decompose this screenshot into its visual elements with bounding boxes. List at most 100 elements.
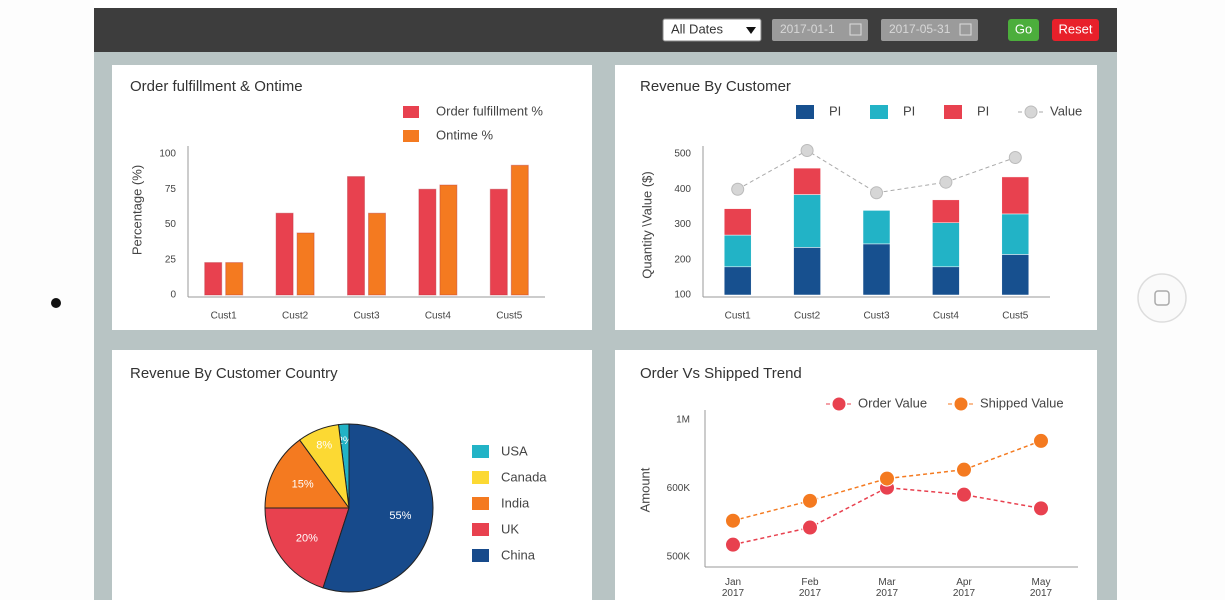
bar-segment	[723, 234, 752, 268]
line	[737, 149, 1016, 194]
y-tick-label: 100	[674, 290, 691, 301]
pie-label: 15%	[292, 478, 314, 490]
home-icon	[1154, 290, 1170, 306]
button-text: Go	[1015, 21, 1032, 36]
bar	[418, 188, 437, 296]
x-tick-label: Cust1	[211, 311, 238, 322]
legend-label: Order fulfillment %	[436, 103, 543, 118]
bar	[368, 212, 386, 296]
y-axis-label: Amount	[637, 467, 652, 512]
bar-segment	[793, 194, 821, 248]
pie-slice	[322, 423, 434, 593]
y-tick-label: 25	[165, 254, 177, 265]
y-tick-label: 600K	[667, 483, 691, 494]
y-tick-label: 500K	[667, 552, 691, 563]
legend-swatch	[796, 105, 814, 119]
legend-swatch	[472, 471, 489, 484]
legend-label: PI	[903, 103, 915, 118]
legend-label: Shipped Value	[980, 395, 1064, 410]
calendar-icon	[849, 23, 862, 36]
y-tick-label: 200	[674, 254, 691, 265]
bar	[510, 164, 529, 296]
bar-segment	[932, 222, 960, 268]
bar-segment	[1001, 213, 1030, 255]
legend-swatch	[870, 105, 888, 119]
legend-label: Order Value	[858, 395, 927, 410]
y-axis-label: Percentage (%)	[129, 165, 144, 255]
bar-segment	[793, 167, 821, 195]
select-arrow	[746, 27, 756, 34]
legend-swatch	[403, 106, 419, 118]
point	[725, 512, 741, 529]
point	[1033, 500, 1049, 517]
x-tick-label: Apr 2017	[953, 577, 976, 599]
legend-marker	[954, 397, 968, 411]
bar-segment	[932, 266, 960, 296]
date-range-select[interactable]: All Dates	[662, 18, 762, 42]
bar-segment	[862, 210, 891, 245]
pie-label: 20%	[296, 533, 318, 545]
point	[802, 492, 818, 509]
x-tick-label: Cust4	[933, 311, 960, 322]
x-tick-label: Cust5	[496, 311, 523, 322]
point	[879, 470, 895, 487]
bar-segment	[932, 199, 960, 223]
x-tick-label: Cust2	[282, 311, 309, 322]
reset-button[interactable]: Reset	[1052, 19, 1099, 41]
legend-label: Canada	[501, 469, 547, 484]
point	[1033, 432, 1049, 449]
legend-label: UK	[501, 521, 519, 536]
go-button[interactable]: Go	[1008, 19, 1039, 41]
header-strip	[94, 0, 1117, 8]
bar-segment	[723, 208, 752, 236]
x-tick-label: Cust4	[425, 311, 452, 322]
home-button[interactable]	[1137, 273, 1187, 323]
bar	[204, 262, 223, 296]
y-axis-label: Quantity \Value ($)	[639, 171, 654, 278]
point	[800, 143, 814, 157]
chart-title: Revenue By Customer	[640, 78, 791, 95]
point	[939, 175, 953, 189]
legend-swatch	[472, 549, 489, 562]
legend-label: PI	[977, 103, 989, 118]
y-tick-label: 400	[674, 184, 691, 195]
x-tick-label: Mar 2017	[876, 577, 899, 599]
bar-segment	[1001, 176, 1030, 215]
bar-segment	[723, 266, 752, 296]
chart-title: Revenue By Customer Country	[130, 365, 338, 382]
legend-swatch	[472, 497, 489, 510]
y-tick-label: 1M	[676, 415, 690, 426]
panel	[615, 350, 1097, 600]
pie-slice	[264, 439, 350, 509]
chart-title: Order Vs Shipped Trend	[640, 365, 802, 382]
point	[956, 486, 972, 503]
bar	[275, 212, 294, 296]
legend-label: PI	[829, 103, 841, 118]
button-bg	[1052, 19, 1099, 41]
point	[802, 519, 818, 536]
y-tick-label: 0	[170, 290, 176, 301]
bar	[347, 176, 365, 296]
point	[731, 182, 745, 196]
x-tick-label: Cust3	[863, 311, 890, 322]
point	[1008, 151, 1022, 165]
camera	[51, 298, 61, 308]
legend-marker	[1024, 105, 1038, 119]
legend-marker	[832, 397, 846, 411]
legend-swatch	[944, 105, 962, 119]
y-tick-label: 75	[165, 184, 177, 195]
bar-segment	[1001, 254, 1030, 296]
x-tick-label: Cust1	[725, 311, 752, 322]
select-text: All Dates	[671, 21, 724, 36]
x-tick-label: Jan 2017	[722, 577, 745, 599]
button-text: Reset	[1059, 21, 1093, 36]
x-tick-label: Cust5	[1002, 311, 1029, 322]
start-date-input[interactable]: 2017-01-1	[772, 19, 868, 41]
y-tick-label: 100	[159, 149, 176, 160]
input-box	[881, 19, 978, 41]
end-date-input[interactable]: 2017-05-31	[881, 19, 978, 41]
pie-label: 55%	[389, 510, 411, 522]
button-bg	[1008, 19, 1039, 41]
bar	[225, 262, 244, 296]
calendar-icon	[959, 23, 972, 36]
